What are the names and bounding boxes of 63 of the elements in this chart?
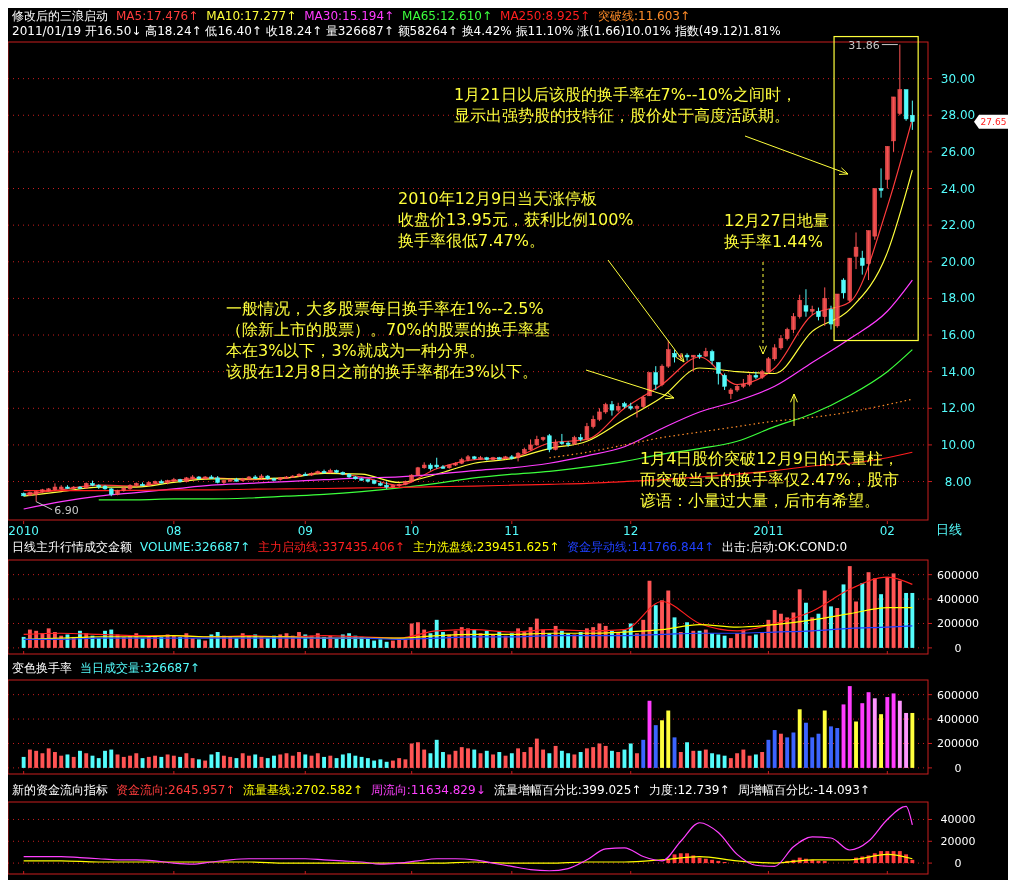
annotation: 6.90	[54, 503, 79, 517]
y-tick-label: 28.00	[940, 108, 976, 123]
leader-label: 6.90	[35, 501, 79, 517]
x-tick-label: 12	[623, 524, 639, 538]
y-tick-label: 14.00	[940, 364, 976, 379]
y-tick-label: 0	[954, 761, 962, 775]
text: MA5:17.476↑	[116, 9, 199, 23]
text: 当日成交量:326687↑	[80, 661, 200, 675]
text: 周增幅百分比:-14.093↑	[737, 783, 870, 797]
text: 出击:启动:OK:COND:0	[722, 540, 848, 554]
y-tick-label: 600000	[937, 568, 979, 582]
text: MA65:12.610↑	[402, 9, 493, 23]
text: 突破线:11.603↑	[597, 9, 691, 23]
chart-subtitle: 2011/01/19 开16.50↓ 高18.24↑ 低16.40↑ 收18.24↑ 量326687↑ 额58264↑ 换4.42% 振11.10% 涨(1.66)10.01% 指数(49.12)1.81%	[12, 24, 781, 38]
text: VOLUME:326687↑	[140, 540, 251, 554]
annotation: 2010年12月9日当天涨停板收盘价13.95元，获利比例100%换手率很低7.47%。	[398, 189, 634, 250]
text: 资金流向:2645.957↑	[116, 783, 236, 797]
y-tick-label: 8.00	[944, 474, 972, 489]
y-tick-label: 200000	[937, 617, 979, 631]
y-tick-label: 12.00	[940, 401, 976, 416]
chart-title: 日线主升行情成交金额	[12, 540, 132, 554]
text: 力度:12.739↑	[649, 783, 730, 797]
y-tick-label: 0	[954, 857, 962, 871]
x-tick-label: 2011	[753, 524, 784, 538]
annotation: 31.86	[848, 38, 880, 52]
leader-label: 31.86	[848, 38, 899, 52]
text: 日线	[936, 522, 962, 537]
y-tick-label: 18.00	[940, 291, 976, 306]
annotation: 12月27日地量换手率1.44%	[724, 211, 829, 251]
text: MA30:15.194↑	[304, 9, 395, 23]
x-tick-label: 09	[297, 524, 313, 538]
text: 周流向:11634.829↓	[370, 783, 486, 797]
y-tick-label: 22.00	[940, 218, 976, 233]
y-tick-label: 20000	[940, 835, 976, 849]
x-tick-label: 10	[404, 524, 420, 538]
chart-title: 变色换手率	[12, 661, 72, 675]
chart-title: 修改后的三浪启动	[12, 9, 108, 23]
text: 主力洗盘线:239451.625↑	[412, 540, 560, 554]
x-tick-label: 11	[504, 524, 520, 538]
annotation: 一般情况，大多股票每日换手率在1%--2.5%（除新上市的股票）。70%的股票的换手率基本在3%以下，3%就成为一种分界。该股在12月8日之前的换手率都在3%以下。	[226, 299, 550, 381]
y-tick-label: 200000	[937, 737, 979, 751]
text: 流量增幅百分比:399.025↑	[493, 783, 642, 797]
y-tick-label: 20.00	[940, 254, 976, 269]
y-tick-label: 40000	[940, 813, 976, 827]
y-tick-label: 0	[954, 641, 962, 655]
y-tick-label: 400000	[937, 713, 979, 727]
text: MA250:8.925↑	[500, 9, 590, 23]
y-tick-label: 400000	[937, 593, 979, 607]
y-tick-label: 26.00	[940, 144, 976, 159]
chart-title: 新的资金流向指标	[12, 783, 108, 797]
text: 主力启动线:337435.406↑	[258, 540, 405, 554]
text: 资金异动线:141766.844↑	[567, 540, 715, 554]
y-tick-label: 24.00	[940, 181, 976, 196]
text: MA10:17.277↑	[206, 9, 297, 23]
x-tick-label: 02	[879, 524, 895, 538]
y-tick-label: 600000	[937, 688, 979, 702]
y-tick-label: 30.00	[940, 71, 976, 86]
x-tick-label: 2010	[8, 524, 39, 538]
x-tick-label: 08	[166, 524, 182, 538]
y-tick-label: 16.00	[940, 328, 976, 343]
text: 流量基线:2702.582↑	[243, 783, 363, 797]
y-tick-label: 10.00	[940, 437, 976, 452]
annotation: 1月21日以后该股的换手率在7%--10%之间时，显示出强势股的技特征，股价处于高度活跃期。	[454, 85, 798, 125]
